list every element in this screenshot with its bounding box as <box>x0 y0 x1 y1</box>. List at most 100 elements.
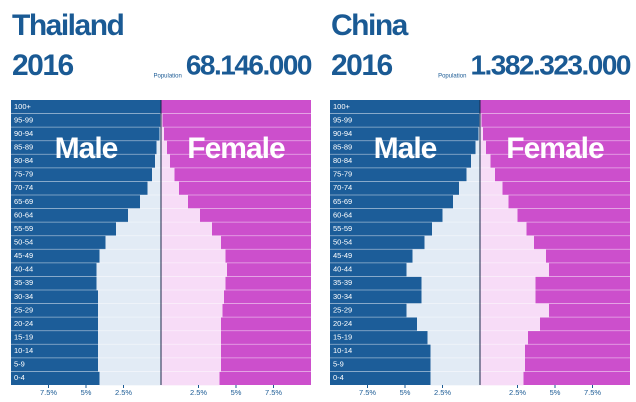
female-bar <box>161 208 200 223</box>
female-bar <box>480 249 546 264</box>
x-tick-label: 5% <box>400 388 411 397</box>
age-label: 15-19 <box>333 332 352 341</box>
age-label: 90-94 <box>14 129 33 138</box>
male-bar <box>99 371 161 386</box>
male-bar <box>147 181 161 196</box>
male-bar <box>475 140 480 155</box>
male-bar <box>98 357 161 372</box>
male-bar <box>128 208 161 223</box>
male-bar <box>421 276 480 291</box>
age-label: 65-69 <box>14 197 33 206</box>
female-bar <box>480 208 518 223</box>
x-tick-label: 7.5% <box>40 388 57 397</box>
age-label: 50-54 <box>14 237 33 246</box>
age-label: 95-99 <box>14 115 33 124</box>
population-label: Population <box>438 74 466 80</box>
female-bar <box>161 249 226 264</box>
female-bar <box>480 167 495 182</box>
male-bar <box>140 195 161 209</box>
female-bar <box>480 154 491 169</box>
age-label: 35-39 <box>14 278 33 287</box>
age-label: 10-14 <box>14 346 33 355</box>
male-bar <box>424 235 480 250</box>
x-tick-label: 2.5% <box>190 388 207 397</box>
legend-female: Female <box>506 132 604 165</box>
female-bar <box>480 195 509 209</box>
female-bar <box>161 317 221 332</box>
male-bar <box>98 317 161 332</box>
female-bar <box>161 113 163 128</box>
chart-title: Thailand <box>12 9 124 42</box>
male-bar <box>98 330 161 345</box>
female-bar <box>161 330 221 345</box>
age-label: 55-59 <box>333 224 352 233</box>
age-label: 75-79 <box>14 170 33 179</box>
age-label: 20-24 <box>14 319 33 328</box>
x-tick-label: 5% <box>81 388 92 397</box>
female-bar <box>161 154 170 169</box>
male-bar <box>152 167 161 182</box>
male-bar <box>430 371 480 386</box>
male-bar <box>471 154 480 169</box>
male-bar <box>96 262 161 277</box>
male-bar <box>116 222 161 237</box>
male-bar <box>406 303 480 318</box>
age-label: 5-9 <box>333 360 344 369</box>
female-bar <box>480 330 528 345</box>
female-bar <box>480 290 536 304</box>
male-bar <box>432 222 480 237</box>
age-label: 25-29 <box>14 305 33 314</box>
male-bar <box>96 276 161 291</box>
chart-title: China <box>331 9 409 42</box>
female-bar <box>161 222 212 237</box>
age-label: 5-9 <box>14 360 25 369</box>
male-bar <box>427 330 480 345</box>
age-label: 35-39 <box>333 278 352 287</box>
male-bar <box>156 140 161 155</box>
age-label: 30-34 <box>14 292 33 301</box>
female-bar <box>161 357 221 372</box>
age-label: 45-49 <box>333 251 352 260</box>
age-label: 60-64 <box>14 210 33 219</box>
female-bar <box>161 235 221 250</box>
male-bar <box>417 317 480 332</box>
chart-subtitle: 2016 <box>12 49 74 82</box>
male-bar <box>98 344 161 359</box>
x-tick-label: 5% <box>231 388 242 397</box>
x-tick-label: 2.5% <box>115 388 132 397</box>
male-bar <box>466 167 480 182</box>
age-label: 70-74 <box>333 183 352 192</box>
female-bar <box>161 181 179 196</box>
age-label: 0-4 <box>14 373 25 382</box>
female-bar <box>161 127 164 142</box>
female-bar <box>161 140 167 155</box>
population-value: 1.382.323.000 <box>470 49 630 80</box>
chart-subtitle: 2016 <box>331 49 393 82</box>
age-label: 70-74 <box>14 183 33 192</box>
age-label: 10-14 <box>333 346 352 355</box>
male-bar <box>453 195 480 209</box>
female-bar <box>480 357 525 372</box>
age-label: 25-29 <box>333 305 352 314</box>
female-bar <box>480 235 534 250</box>
female-bar <box>161 167 175 182</box>
x-tick-label: 7.5% <box>584 388 601 397</box>
age-label: 45-49 <box>14 251 33 260</box>
population-label: Population <box>154 74 182 80</box>
male-bar <box>430 344 480 359</box>
age-label: 40-44 <box>14 265 33 274</box>
legend-female: Female <box>187 132 285 165</box>
male-bar <box>98 303 161 318</box>
male-bar <box>406 262 480 277</box>
female-bar <box>161 303 223 318</box>
male-bar <box>430 357 480 372</box>
age-label: 0-4 <box>333 373 344 382</box>
age-label: 85-89 <box>333 142 352 151</box>
female-bar <box>480 344 525 359</box>
male-bar <box>459 181 480 196</box>
female-bar <box>161 276 226 291</box>
female-bar <box>480 371 524 386</box>
female-bar <box>161 290 224 304</box>
age-label: 100+ <box>333 102 351 111</box>
